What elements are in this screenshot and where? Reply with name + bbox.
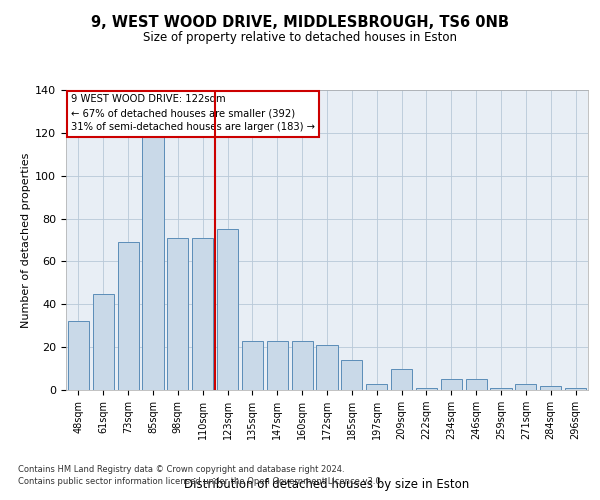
Bar <box>192 238 213 390</box>
Bar <box>341 360 362 390</box>
Bar <box>267 340 288 390</box>
Text: Contains HM Land Registry data © Crown copyright and database right 2024.: Contains HM Land Registry data © Crown c… <box>18 466 344 474</box>
Bar <box>515 384 536 390</box>
Bar <box>466 380 487 390</box>
Bar <box>316 345 338 390</box>
Bar <box>540 386 561 390</box>
Bar <box>217 230 238 390</box>
Bar <box>292 340 313 390</box>
Text: Contains public sector information licensed under the Open Government Licence v3: Contains public sector information licen… <box>18 477 383 486</box>
Bar <box>142 137 164 390</box>
Bar <box>366 384 387 390</box>
X-axis label: Distribution of detached houses by size in Eston: Distribution of detached houses by size … <box>184 478 470 491</box>
Y-axis label: Number of detached properties: Number of detached properties <box>21 152 31 328</box>
Bar <box>565 388 586 390</box>
Bar <box>490 388 512 390</box>
Bar <box>118 242 139 390</box>
Bar <box>93 294 114 390</box>
Bar <box>167 238 188 390</box>
Bar <box>416 388 437 390</box>
Bar <box>242 340 263 390</box>
Bar <box>391 368 412 390</box>
Text: 9, WEST WOOD DRIVE, MIDDLESBROUGH, TS6 0NB: 9, WEST WOOD DRIVE, MIDDLESBROUGH, TS6 0… <box>91 15 509 30</box>
Bar <box>68 322 89 390</box>
Text: 9 WEST WOOD DRIVE: 122sqm
← 67% of detached houses are smaller (392)
31% of semi: 9 WEST WOOD DRIVE: 122sqm ← 67% of detac… <box>71 94 315 132</box>
Text: Size of property relative to detached houses in Eston: Size of property relative to detached ho… <box>143 31 457 44</box>
Bar <box>441 380 462 390</box>
